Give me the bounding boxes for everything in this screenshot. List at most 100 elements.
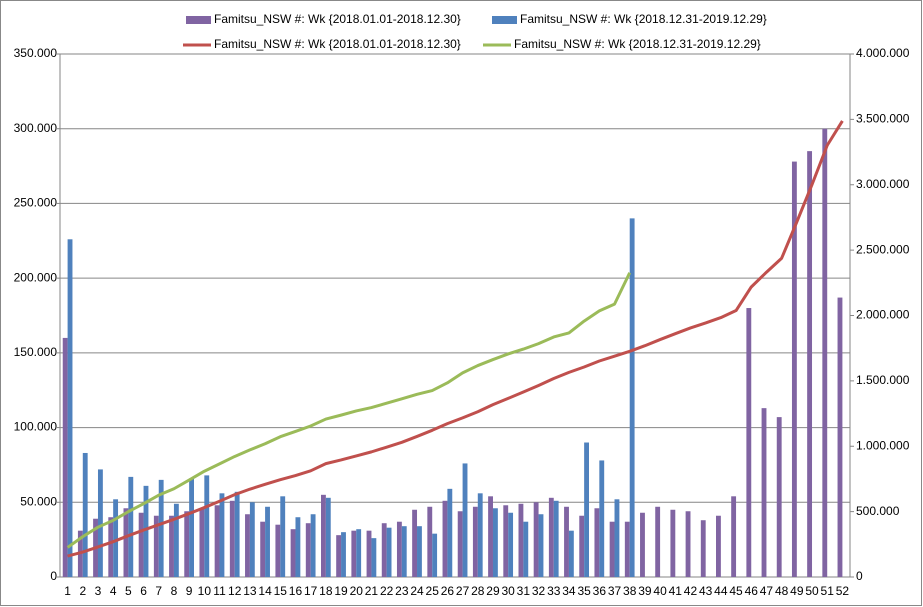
y2-tick-label: 3.000.000 (856, 177, 910, 191)
x-tick-label: 10 (198, 584, 212, 598)
x-tick-label: 19 (334, 584, 348, 598)
bar (533, 502, 539, 577)
legend-swatch (186, 16, 211, 24)
bar (138, 512, 144, 577)
y-tick-label: 50.000 (20, 494, 57, 508)
bar (401, 526, 407, 577)
bar (837, 297, 843, 577)
legend-label: Famitsu_NSW #: Wk {2018.01.01-2018.12.30… (214, 37, 461, 51)
bar (219, 493, 225, 577)
bar (341, 532, 346, 577)
x-tick-label: 16 (289, 584, 303, 598)
bar (275, 524, 281, 577)
x-tick-label: 2 (79, 584, 86, 598)
x-tick-label: 1 (64, 584, 71, 598)
bar (655, 506, 661, 577)
bar (184, 511, 190, 577)
bar (123, 508, 129, 577)
bar (199, 508, 205, 577)
x-tick-label: 51 (821, 584, 835, 598)
bar (548, 497, 554, 577)
bar (97, 469, 103, 577)
bar (214, 505, 220, 577)
x-tick-label: 23 (395, 584, 409, 598)
x-tick-label: 6 (140, 584, 147, 598)
x-tick-label: 26 (441, 584, 455, 598)
x-tick-label: 37 (608, 584, 622, 598)
x-tick-label: 4 (110, 584, 117, 598)
x-tick-label: 33 (547, 584, 561, 598)
bar (640, 512, 645, 577)
bar (807, 151, 813, 577)
bar (579, 515, 585, 577)
x-tick-label: 47 (760, 584, 774, 598)
legend-label: Famitsu_NSW #: Wk {2018.12.31-2019.12.29… (520, 12, 767, 26)
bar (305, 523, 311, 577)
x-tick-label: 40 (653, 584, 667, 598)
bar (538, 514, 544, 577)
x-tick-label: 32 (532, 584, 546, 598)
x-tick-label: 21 (365, 584, 379, 598)
bar (280, 496, 286, 577)
bar (564, 506, 569, 577)
bar (325, 497, 331, 577)
bar (295, 517, 301, 577)
legend-label: Famitsu_NSW #: Wk {2018.01.01-2018.12.30… (214, 12, 461, 26)
bar (108, 517, 114, 577)
bar (731, 496, 737, 577)
bar (447, 488, 453, 577)
bar (62, 337, 68, 577)
x-tick-label: 20 (350, 584, 364, 598)
x-tick-label: 11 (213, 584, 226, 598)
x-tick-label: 8 (171, 584, 178, 598)
bar (624, 521, 630, 577)
bar (568, 530, 574, 577)
x-tick-label: 24 (410, 584, 424, 598)
y2-tick-label: 500.000 (856, 504, 900, 518)
y2-tick-label: 1.500.000 (856, 373, 910, 387)
x-tick-label: 39 (638, 584, 652, 598)
x-tick-label: 34 (562, 584, 576, 598)
bar (371, 538, 377, 577)
bar (553, 500, 559, 577)
x-tick-label: 48 (775, 584, 789, 598)
bar (321, 494, 326, 577)
bar (442, 500, 448, 577)
x-tick-label: 9 (186, 584, 193, 598)
x-tick-label: 7 (155, 584, 162, 598)
x-tick-label: 36 (593, 584, 607, 598)
x-tick-label: 43 (699, 584, 713, 598)
bar (234, 491, 240, 577)
bar (265, 506, 270, 577)
bar (310, 514, 316, 577)
bar (396, 521, 402, 577)
bar (169, 515, 174, 577)
x-tick-label: 30 (501, 584, 515, 598)
x-tick-label: 44 (714, 584, 728, 598)
bar (488, 496, 493, 577)
bar (336, 535, 342, 577)
x-tick-label: 18 (319, 584, 333, 598)
bar (518, 503, 524, 577)
bar (492, 508, 498, 577)
y-tick-label: 100.000 (14, 420, 58, 434)
y2-tick-label: 4.000.000 (856, 46, 910, 60)
bar (386, 527, 392, 577)
x-tick-label: 41 (669, 584, 683, 598)
line (66, 272, 632, 549)
bar (366, 530, 372, 577)
bar (351, 530, 357, 577)
bar (143, 485, 149, 577)
bar (746, 308, 752, 577)
bar (700, 520, 706, 577)
bar (685, 511, 691, 577)
bar (472, 506, 478, 577)
x-tick-label: 17 (304, 584, 318, 598)
bar (356, 529, 362, 577)
x-tick-label: 42 (684, 584, 698, 598)
legend-swatch (492, 16, 517, 24)
bar (609, 521, 615, 577)
x-tick-label: 31 (517, 584, 531, 598)
